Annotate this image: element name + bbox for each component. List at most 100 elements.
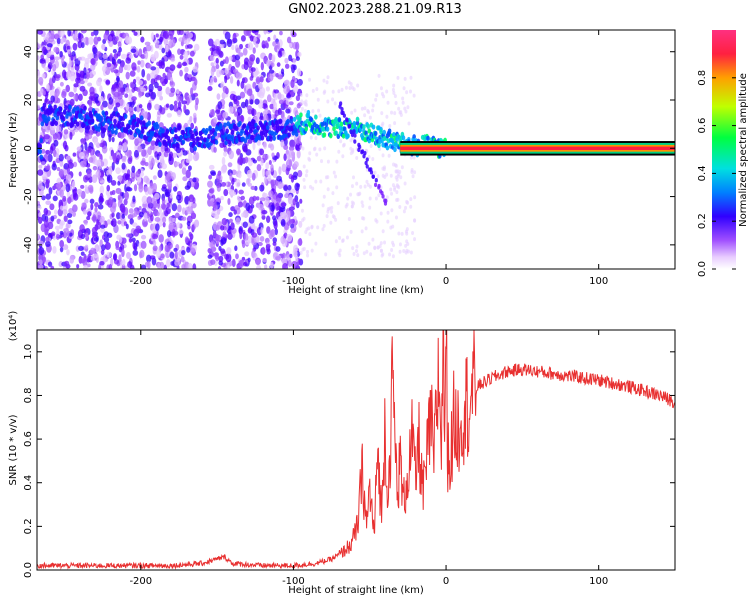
spectrogram-cell xyxy=(189,129,193,135)
spectrogram-cell xyxy=(349,138,353,143)
spectrogram-cell xyxy=(162,72,166,78)
spectrogram-cell xyxy=(247,116,252,123)
spectrogram-cell xyxy=(108,263,113,269)
colorbar-ticks: 0.0 0.2 0.4 0.6 0.8 xyxy=(697,70,736,277)
spectrogram-cell xyxy=(160,143,165,153)
spectrogram-cell xyxy=(112,253,118,261)
spectrogram-cell xyxy=(232,32,237,42)
spectrogram-cell xyxy=(310,248,314,253)
spectrogram-cell xyxy=(111,189,116,195)
spectrogram-cell xyxy=(262,192,268,198)
spectrogram-cell xyxy=(124,173,131,180)
spectrogram-cell xyxy=(46,116,51,122)
spectrogram-cell xyxy=(241,182,246,187)
spectrogram-cell xyxy=(363,184,367,189)
spectrogram-cell xyxy=(362,154,366,159)
spectrogram-cell xyxy=(59,205,64,211)
spectrogram-cell xyxy=(371,124,376,130)
spectrogram-cell xyxy=(133,149,139,158)
spectrogram-cell xyxy=(334,130,338,136)
spectrogram-cell xyxy=(401,96,405,101)
spectrogram-cell xyxy=(273,101,278,110)
spectrogram-cell xyxy=(404,243,408,248)
spectrogram-cell xyxy=(79,79,85,85)
spectrogram-cell xyxy=(111,56,115,65)
spectrogram-cell xyxy=(287,195,293,205)
spectrogram-cell xyxy=(329,133,333,139)
spectrogram-cell xyxy=(275,246,281,252)
spectrogram-cell xyxy=(80,30,87,34)
spectrogram-cell xyxy=(46,52,51,58)
spectrogram-cell xyxy=(89,64,96,71)
spectrogram-cell xyxy=(393,111,397,116)
spectrogram-cell xyxy=(236,79,240,87)
spectrogram-cell xyxy=(139,59,145,68)
spectrogram-cell xyxy=(171,228,176,238)
spectrogram-cell xyxy=(386,210,390,215)
spectrogram-cell xyxy=(59,81,64,87)
spectrogram-cell xyxy=(66,166,71,175)
spectrogram-cell xyxy=(286,118,290,125)
spectrogram-cell xyxy=(117,144,123,151)
spectrogram-cell xyxy=(346,133,350,139)
spectrogram-cell xyxy=(371,108,375,113)
spectrogram-cell xyxy=(326,75,330,80)
spectrogram-cell xyxy=(213,75,217,83)
spectrogram-cell xyxy=(242,77,248,84)
spectrogram-cell xyxy=(189,115,193,122)
spectrogram-cell xyxy=(120,121,125,127)
spectrogram-cell xyxy=(256,125,260,131)
spectrogram-cell xyxy=(150,157,155,167)
colorbar-gradient xyxy=(712,30,736,269)
spectrogram-cell xyxy=(314,114,318,120)
spectrogram-cell xyxy=(159,95,164,101)
spectrogram-cell xyxy=(337,149,341,154)
spectrogram-cell xyxy=(140,234,147,240)
spectrogram-cell xyxy=(90,31,95,37)
spectrogram-cell xyxy=(403,76,407,81)
spectrogram-cell xyxy=(59,247,64,253)
spectrogram-cell xyxy=(251,172,256,181)
spectrogram-cell xyxy=(37,43,42,49)
spectrogram-cell xyxy=(192,177,197,183)
spectrogram-cell xyxy=(244,156,249,164)
spectrogram-cell xyxy=(377,73,381,78)
spectrogram-cell xyxy=(368,115,372,120)
spectrogram-cell xyxy=(155,223,160,232)
spectrogram-cell xyxy=(167,51,171,56)
spectrogram-cell xyxy=(286,153,291,161)
spectrogram-cell xyxy=(183,50,189,60)
spectrogram-cell xyxy=(102,127,107,133)
spectrogram-cell xyxy=(149,214,154,222)
spectrogram-cell xyxy=(62,195,67,202)
spectrogram-cell xyxy=(226,264,230,269)
spectrogram-cell xyxy=(258,203,264,210)
spectrogram-cell xyxy=(207,38,214,47)
spectrogram-cell xyxy=(121,237,127,244)
snr-y-ticks: 0.0 0.2 0.4 0.6 0.8 1.0 xyxy=(23,344,675,578)
spectrogram-cell xyxy=(246,105,253,112)
spectrogram-cell xyxy=(358,191,362,196)
spectrogram-cell xyxy=(131,62,137,71)
spectrogram-cell xyxy=(181,216,187,221)
spectrogram-cell xyxy=(186,207,192,215)
spectrogram-cell xyxy=(270,179,276,187)
spectrogram-cell xyxy=(304,173,308,178)
spectrogram-cell xyxy=(58,153,64,162)
spectrogram-cell xyxy=(161,47,166,54)
spectrogram-cell xyxy=(284,63,290,69)
spectrogram-cell xyxy=(125,251,131,259)
spectrogram-cell xyxy=(226,247,232,255)
spectrogram-cell xyxy=(111,161,115,171)
spectrogram-cell xyxy=(344,204,348,209)
spectrogram-cell xyxy=(78,245,84,251)
spectrogram-cell xyxy=(99,85,103,93)
spectrogram-cell xyxy=(167,138,172,145)
spectrogram-cell xyxy=(132,249,139,256)
spectrogram-cell xyxy=(143,212,148,222)
spectrogram-cell xyxy=(84,184,88,190)
spectrogram-cell xyxy=(333,101,337,106)
spectrogram-cell xyxy=(55,115,60,121)
spectrogram-cell xyxy=(294,254,299,263)
spectrogram-cell xyxy=(325,126,330,132)
